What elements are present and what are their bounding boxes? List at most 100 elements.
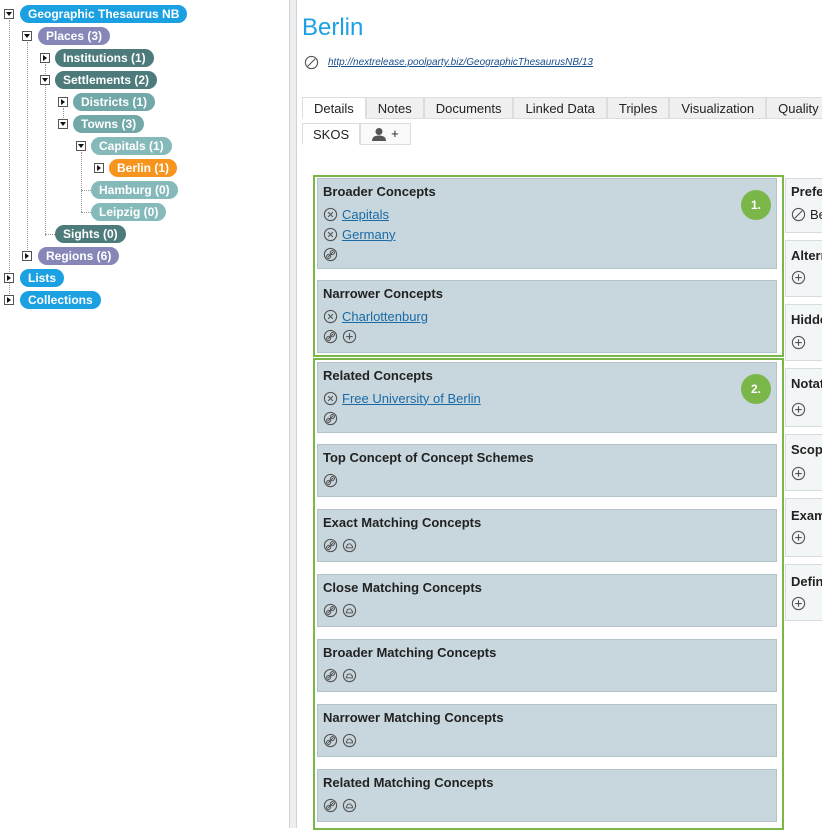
panel-title: Narrower Concepts [323,286,443,301]
expander[interactable] [4,273,14,283]
tab-label: + [391,126,399,141]
splitter[interactable] [289,0,297,828]
cloud-icon[interactable] [342,733,357,748]
tree-pane: Geographic Thesaurus NB Places (3) Insti… [0,0,290,828]
badge: 1. [741,190,771,220]
tree-node[interactable]: Geographic Thesaurus NB [20,5,188,23]
tree-line [81,152,82,212]
link-icon[interactable] [323,668,338,683]
icon-row [323,796,357,814]
concept-uri[interactable]: http://nextrelease.poolparty.biz/Geograp… [328,57,593,68]
edit-icon[interactable] [791,207,806,222]
expander[interactable] [40,53,50,63]
icon-row [791,528,806,546]
cloud-icon[interactable] [342,668,357,683]
concept-link[interactable]: Charlottenburg [342,308,428,324]
link-row: Capitals [323,205,389,223]
tab[interactable]: Quality M [766,97,822,119]
tab[interactable]: Linked Data [513,97,607,119]
tree-node[interactable]: Settlements (2) [55,71,158,89]
tree-node[interactable]: Districts (1) [73,93,156,111]
tree-node[interactable]: Collections [20,291,101,309]
panel: Related Concepts Free University of Berl… [317,362,777,433]
add-icon[interactable] [791,402,806,417]
expander[interactable] [4,295,14,305]
panel-title: Related Concepts [323,368,433,383]
cloud-icon[interactable] [342,798,357,813]
edit-icon[interactable] [304,55,319,70]
link-icon[interactable] [323,798,338,813]
icon-row [323,327,357,345]
expander[interactable] [22,31,32,41]
side-panel: Hidde [785,304,822,361]
link-row: Germany [323,225,395,243]
tree-node[interactable]: Towns (3) [73,115,145,133]
tree-line [9,20,10,302]
expander[interactable] [4,9,14,19]
panel-group [313,175,784,357]
cloud-icon[interactable] [342,603,357,618]
panel-title: Hidde [791,312,822,327]
tab[interactable]: + [360,123,411,145]
concept-link[interactable]: Capitals [342,206,389,222]
tree-node[interactable]: Leipzig (0) [91,203,167,221]
panel: Related Matching Concepts [317,769,777,822]
tab[interactable]: Details [302,97,366,119]
remove-icon[interactable] [323,309,338,324]
tree-node[interactable]: Hamburg (0) [91,181,178,199]
expander[interactable] [58,119,68,129]
link-icon[interactable] [323,538,338,553]
remove-icon[interactable] [323,207,338,222]
icon-row [791,400,806,418]
expander[interactable] [40,75,50,85]
concept-link[interactable]: Germany [342,226,396,242]
cloud-icon[interactable] [342,538,357,553]
add-icon[interactable] [342,329,357,344]
expander[interactable] [58,97,68,107]
icon-row [323,666,357,684]
link-icon[interactable] [323,411,338,426]
add-icon[interactable] [791,270,806,285]
subtab-bar: SKOS + [302,123,411,145]
tree-node[interactable]: Institutions (1) [55,49,154,67]
icon-row [323,409,338,427]
panel-title: Notat [791,376,822,391]
tab[interactable]: Triples [606,97,670,119]
panel-title: Close Matching Concepts [323,580,482,595]
add-icon[interactable] [791,335,806,350]
link-row: Charlottenburg [323,307,428,325]
remove-icon[interactable] [323,391,338,406]
link-icon[interactable] [323,603,338,618]
tree-line [45,234,55,235]
panel-title: Narrower Matching Concepts [323,710,504,725]
tab[interactable]: Notes [365,97,424,119]
tree-node[interactable]: Capitals (1) [91,137,172,155]
tree-node-selected[interactable]: Berlin (1) [109,159,178,177]
side-panel: Exam [785,498,822,557]
tree-node[interactable]: Lists [20,269,65,287]
remove-icon[interactable] [323,227,338,242]
expander[interactable] [76,141,86,151]
concept-link[interactable]: Free University of Berlin [342,390,481,406]
panel: Broader Matching Concepts [317,639,777,692]
tree-node[interactable]: Regions (6) [38,247,120,265]
add-icon[interactable] [791,530,806,545]
expander[interactable] [94,163,104,173]
tree-line [81,190,91,191]
tree-node[interactable]: Places (3) [38,27,111,45]
panel: Narrower Matching Concepts [317,704,777,757]
tree-node[interactable]: Sights (0) [55,225,126,243]
link-icon[interactable] [323,733,338,748]
add-icon[interactable] [791,596,806,611]
tab[interactable]: Visualization [669,97,767,119]
tab[interactable]: SKOS [302,123,361,145]
icon-row [323,731,357,749]
link-icon[interactable] [323,247,338,262]
tab[interactable]: Documents [423,97,514,119]
expander[interactable] [22,251,32,261]
add-icon[interactable] [791,466,806,481]
link-icon[interactable] [323,329,338,344]
link-icon[interactable] [323,473,338,488]
tree-line [27,42,28,258]
